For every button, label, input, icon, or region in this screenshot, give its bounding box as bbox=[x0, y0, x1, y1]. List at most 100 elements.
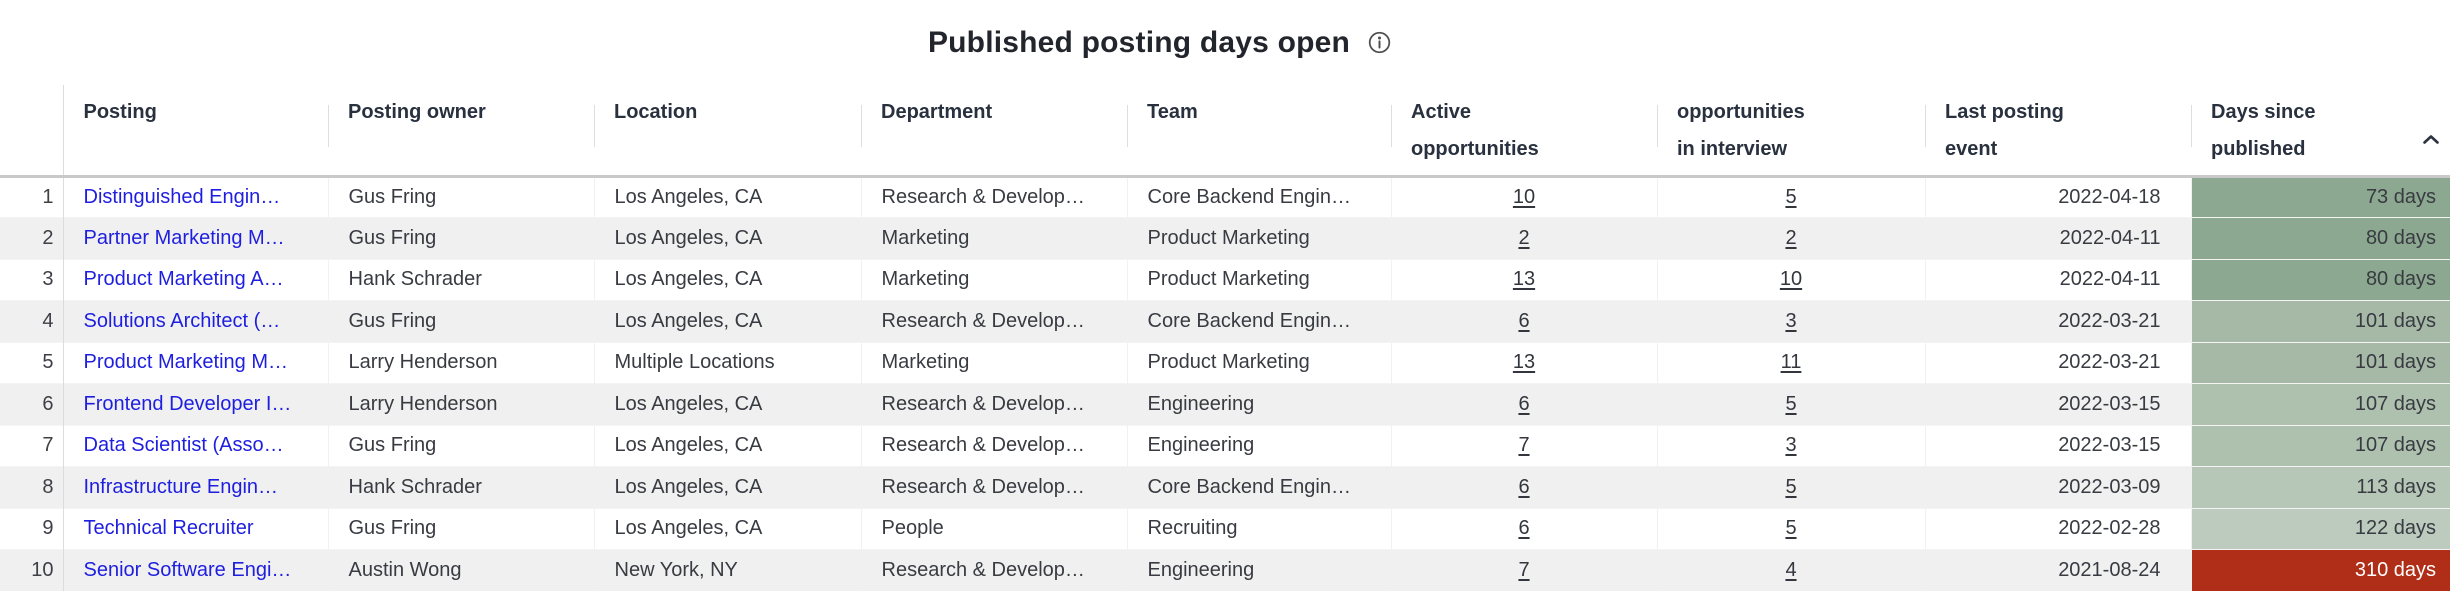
active-opportunities-cell: 7 bbox=[1390, 424, 1657, 467]
posting-link[interactable]: Infrastructure Engin… bbox=[83, 475, 279, 498]
team-cell: Recruiting bbox=[1126, 507, 1391, 550]
department-cell: Research & Develop… bbox=[860, 300, 1127, 342]
posting-cell: Senior Software Engi… bbox=[63, 549, 328, 591]
table-row: 7 Data Scientist (Asso… Gus Fring Los Angel… bbox=[0, 424, 2450, 467]
days-since-published-cell: 101 days bbox=[2190, 341, 2450, 384]
table-row: 1 Distinguished Engin… Gus Fring Los Angele… bbox=[0, 175, 2450, 218]
column-header-team[interactable]: Team bbox=[1127, 85, 1391, 178]
location-cell: Los Angeles, CA bbox=[593, 258, 861, 301]
days-since-published-cell: 107 days bbox=[2190, 424, 2450, 467]
posting-link[interactable]: Senior Software Engi… bbox=[83, 559, 292, 581]
department-cell: Marketing bbox=[860, 258, 1127, 301]
posting-link[interactable]: Solutions Architect (… bbox=[83, 309, 281, 332]
in-interview-cell: 2 bbox=[1656, 217, 1925, 259]
table-row: 3 Product Marketing A… Hank Schrader Los An… bbox=[0, 258, 2450, 301]
column-header-owner[interactable]: Posting owner bbox=[328, 85, 594, 178]
in-interview-link[interactable]: 5 bbox=[1785, 185, 1797, 208]
active-opportunities-link[interactable]: 7 bbox=[1518, 434, 1530, 457]
in-interview-cell: 4 bbox=[1656, 549, 1925, 591]
owner-cell: Hank Schrader bbox=[327, 466, 594, 508]
column-header-row_number bbox=[0, 85, 64, 178]
active-opportunities-link[interactable]: 13 bbox=[1512, 351, 1536, 374]
department-cell: Research & Develop… bbox=[860, 383, 1127, 425]
table-header: Posting Posting owner Location Department Te… bbox=[0, 85, 2450, 178]
active-opportunities-cell: 6 bbox=[1390, 466, 1657, 508]
postings-table: Posting Posting owner Location Department Te… bbox=[0, 85, 2450, 591]
location-cell: Los Angeles, CA bbox=[593, 466, 861, 508]
column-header-label: event bbox=[1945, 138, 1998, 160]
location-cell: New York, NY bbox=[593, 549, 861, 591]
posting-cell: Infrastructure Engin… bbox=[63, 466, 328, 508]
chevron-up-icon[interactable] bbox=[2422, 121, 2440, 158]
column-header-department[interactable]: Department bbox=[861, 85, 1127, 178]
posting-cell: Product Marketing A… bbox=[63, 258, 328, 301]
active-opportunities-cell: 7 bbox=[1390, 549, 1657, 591]
posting-link[interactable]: Partner Marketing M… bbox=[83, 226, 285, 249]
active-opportunities-link[interactable]: 6 bbox=[1518, 392, 1530, 415]
team-cell: Engineering bbox=[1126, 549, 1391, 591]
table-row: 8 Infrastructure Engin… Hank Schrader Los A… bbox=[0, 466, 2450, 508]
days-since-published-cell: 122 days bbox=[2190, 507, 2450, 550]
posting-link[interactable]: Product Marketing M… bbox=[83, 351, 289, 374]
in-interview-link[interactable]: 3 bbox=[1785, 434, 1797, 457]
days-since-published-cell: 310 days bbox=[2190, 549, 2450, 591]
column-header-posting[interactable]: Posting bbox=[63, 85, 328, 178]
last_event-cell: 2021-08-24 bbox=[1924, 549, 2191, 591]
posting-cell: Technical Recruiter bbox=[63, 507, 328, 550]
column-header-label: Location bbox=[614, 101, 698, 123]
last_event-cell: 2022-03-21 bbox=[1924, 300, 2191, 342]
active-opportunities-link[interactable]: 2 bbox=[1518, 226, 1530, 249]
team-cell: Product Marketing bbox=[1126, 341, 1391, 384]
posting-cell: Distinguished Engin… bbox=[63, 175, 328, 218]
row-number: 9 bbox=[0, 507, 64, 550]
column-header-interview[interactable]: opportunities in interview bbox=[1657, 85, 1925, 178]
posting-link[interactable]: Distinguished Engin… bbox=[83, 185, 281, 208]
info-icon[interactable] bbox=[1367, 30, 1392, 55]
team-cell: Product Marketing bbox=[1126, 258, 1391, 301]
team-cell: Core Backend Engin… bbox=[1126, 300, 1391, 342]
department-cell: Research & Develop… bbox=[860, 549, 1127, 591]
last_event-cell: 2022-02-28 bbox=[1924, 507, 2191, 550]
posting-link[interactable]: Product Marketing A… bbox=[83, 268, 284, 291]
report-header: Published posting days open bbox=[0, 0, 2450, 85]
column-header-location[interactable]: Location bbox=[594, 85, 861, 178]
in-interview-link[interactable]: 2 bbox=[1785, 226, 1797, 249]
in-interview-link[interactable]: 4 bbox=[1785, 559, 1797, 581]
active-opportunities-cell: 13 bbox=[1390, 258, 1657, 301]
in-interview-link[interactable]: 5 bbox=[1785, 475, 1797, 498]
active-opportunities-link[interactable]: 13 bbox=[1512, 268, 1536, 291]
active-opportunities-link[interactable]: 6 bbox=[1518, 309, 1530, 332]
column-header-label: in interview bbox=[1677, 138, 1788, 160]
column-header-label: Days since bbox=[2211, 101, 2316, 123]
posting-link[interactable]: Technical Recruiter bbox=[83, 517, 254, 540]
in-interview-link[interactable]: 11 bbox=[1780, 351, 1802, 374]
department-cell: Marketing bbox=[860, 341, 1127, 384]
column-header-label: Last posting bbox=[1945, 101, 2064, 123]
active-opportunities-link[interactable]: 7 bbox=[1518, 559, 1530, 581]
column-header-last_event[interactable]: Last posting event bbox=[1925, 85, 2191, 178]
active-opportunities-link[interactable]: 6 bbox=[1518, 517, 1530, 540]
in-interview-link[interactable]: 5 bbox=[1785, 392, 1797, 415]
column-header-days[interactable]: Days since published bbox=[2191, 85, 2450, 178]
last_event-cell: 2022-03-21 bbox=[1924, 341, 2191, 384]
team-cell: Core Backend Engin… bbox=[1126, 466, 1391, 508]
active-opportunities-link[interactable]: 6 bbox=[1518, 475, 1530, 498]
posting-cell: Partner Marketing M… bbox=[63, 217, 328, 259]
active-opportunities-cell: 10 bbox=[1390, 175, 1657, 218]
row-number: 4 bbox=[0, 300, 64, 342]
posting-link[interactable]: Frontend Developer I… bbox=[83, 392, 292, 415]
in-interview-link[interactable]: 3 bbox=[1785, 309, 1797, 332]
owner-cell: Gus Fring bbox=[327, 217, 594, 259]
active-opportunities-cell: 2 bbox=[1390, 217, 1657, 259]
posting-link[interactable]: Data Scientist (Asso… bbox=[83, 434, 284, 457]
location-cell: Multiple Locations bbox=[593, 341, 861, 384]
in-interview-link[interactable]: 10 bbox=[1779, 268, 1803, 291]
in-interview-link[interactable]: 5 bbox=[1785, 517, 1797, 540]
in-interview-cell: 5 bbox=[1656, 175, 1925, 218]
department-cell: People bbox=[860, 507, 1127, 550]
department-cell: Research & Develop… bbox=[860, 466, 1127, 508]
posting-cell: Product Marketing M… bbox=[63, 341, 328, 384]
days-since-published-cell: 73 days bbox=[2190, 175, 2450, 218]
active-opportunities-link[interactable]: 10 bbox=[1512, 185, 1536, 208]
column-header-active[interactable]: Active opportunities bbox=[1391, 85, 1657, 178]
